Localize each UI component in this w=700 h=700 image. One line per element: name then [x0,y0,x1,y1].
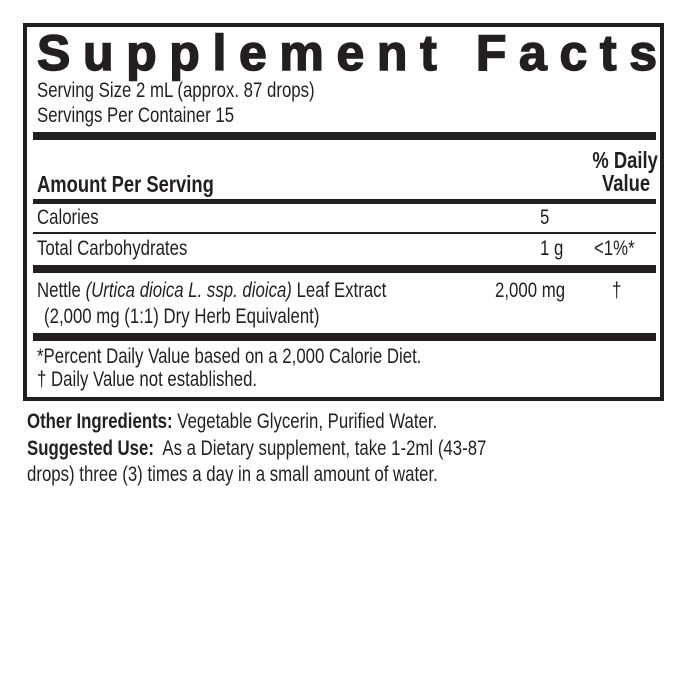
row-carbs-name: Total Carbohydrates [37,237,188,260]
medium-divider [33,199,656,204]
suggested-use: Suggested Use: As a Dietary supplement, … [27,438,486,459]
thick-divider [33,333,656,341]
row-calories-amount: 5 [540,206,550,229]
row-calories-name: Calories [37,206,99,229]
suggested-use-label: Suggested Use: [27,437,154,460]
footnote-percent-dv: *Percent Daily Value based on a 2,000 Ca… [37,345,422,368]
footnote-dv-not-established: † Daily Value not established. [37,368,258,391]
title-svg: Supplement Facts [36,24,658,82]
panel-title: Supplement Facts [37,25,657,81]
other-ingredients-text: Vegetable Glycerin, Purified Water. [177,410,438,433]
daily-value-header-2: Value [601,170,650,196]
thick-divider [33,132,656,140]
ingredient-dv: † [612,279,622,302]
suggested-use-text-1: As a Dietary supplement, take 1-2ml (43-… [162,437,487,460]
serving-size: Serving Size 2 mL (approx. 87 drops) [37,79,315,102]
ingredient-amount: 2,000 mg [495,279,566,302]
thick-divider [33,265,656,273]
suggested-use-text-2: drops) three (3) times a day in a small … [27,463,438,486]
ingredient-part: Leaf Extract [296,279,387,302]
thin-divider [33,232,656,234]
ingredient-name: Nettle [37,279,81,302]
ingredient-equivalent: (2,000 mg (1:1) Dry Herb Equivalent) [44,305,320,328]
amount-per-serving-header: Amount Per Serving [37,171,214,197]
row-carbs-dv: <1%* [594,237,635,260]
ingredient-latin: (Urtica dioica L. ssp. dioica) [85,279,292,302]
other-ingredients-label: Other Ingredients: [27,410,173,433]
row-carbs-amount: 1 g [540,237,564,260]
other-ingredients: Other Ingredients: Vegetable Glycerin, P… [27,411,437,432]
supplement-facts-panel [23,23,664,401]
daily-value-header-1: % Daily [592,147,658,173]
servings-per-container: Servings Per Container 15 [37,104,235,127]
ingredient-line: Nettle (Urtica dioica L. ssp. dioica) Le… [37,280,386,301]
